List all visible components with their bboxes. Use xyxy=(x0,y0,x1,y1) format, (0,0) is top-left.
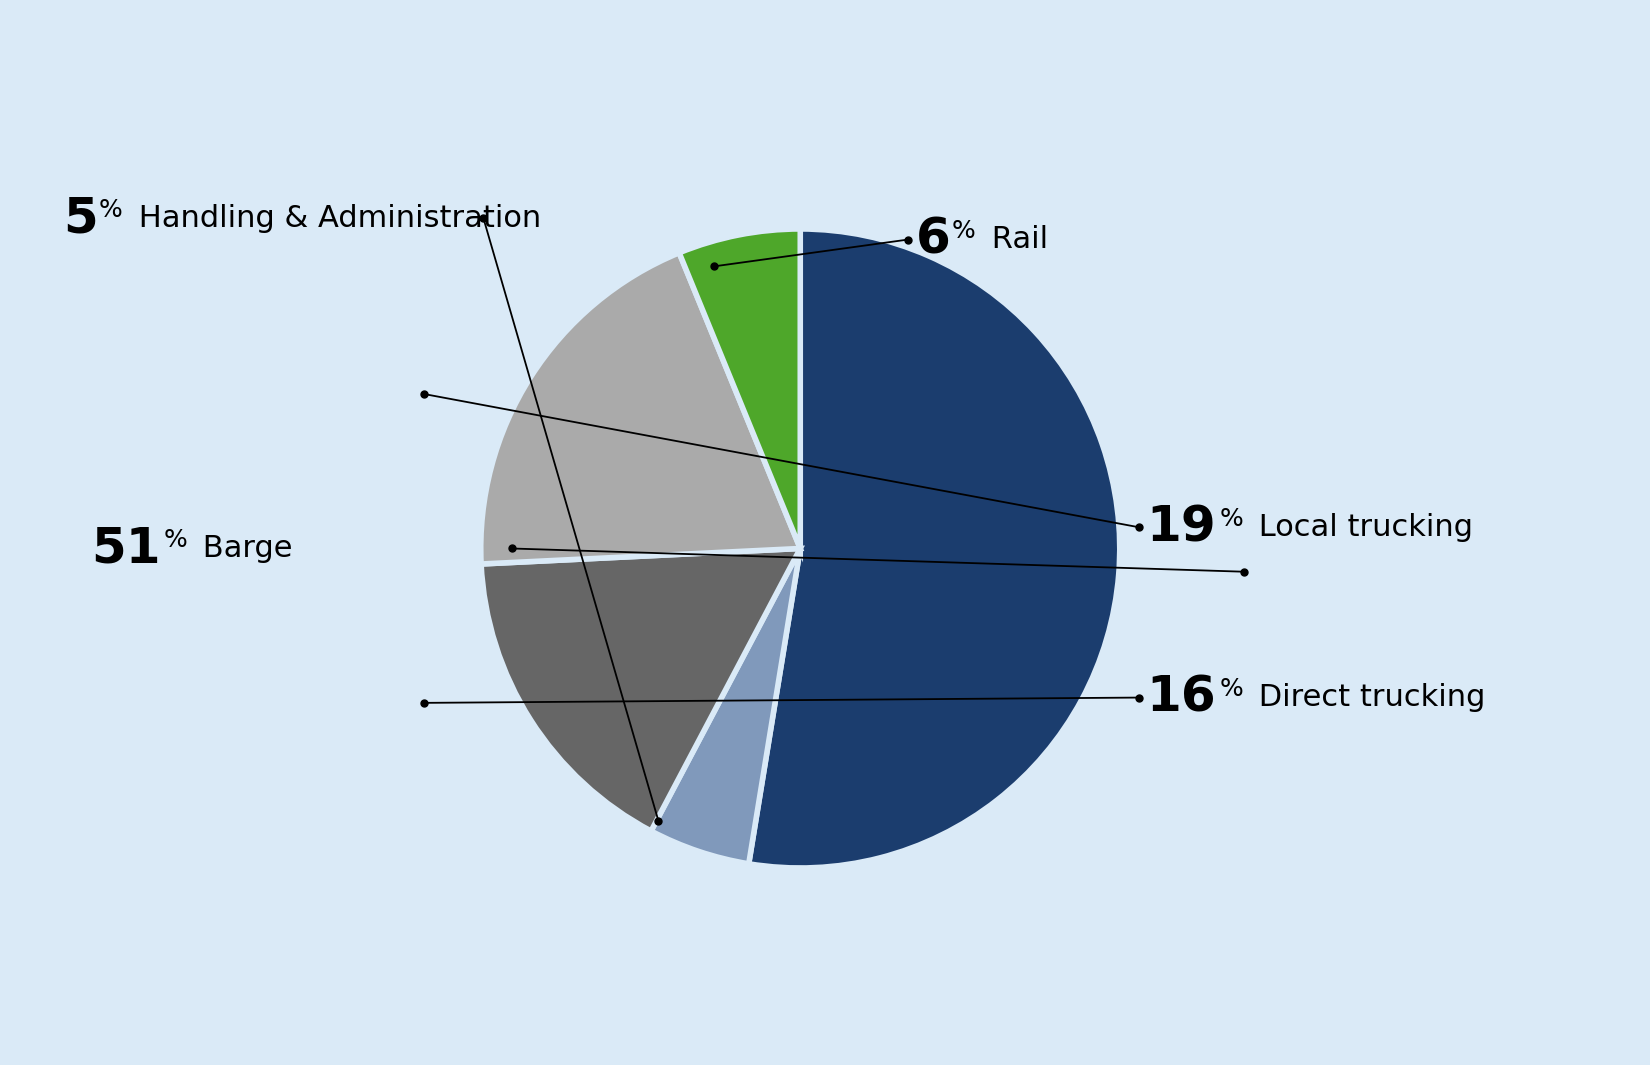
Text: 6: 6 xyxy=(916,215,950,264)
Text: Handling & Administration: Handling & Administration xyxy=(129,203,541,233)
Text: %: % xyxy=(99,198,122,222)
Text: Direct trucking: Direct trucking xyxy=(1249,683,1485,712)
Wedge shape xyxy=(680,229,800,548)
Text: %: % xyxy=(952,219,975,243)
Wedge shape xyxy=(482,548,800,831)
Text: 5: 5 xyxy=(63,194,97,243)
Text: Barge: Barge xyxy=(193,534,292,563)
Wedge shape xyxy=(480,252,800,564)
Text: Rail: Rail xyxy=(982,225,1048,255)
Text: %: % xyxy=(163,528,186,552)
Text: 19: 19 xyxy=(1147,503,1216,552)
Text: 51: 51 xyxy=(91,524,160,573)
Wedge shape xyxy=(652,548,800,864)
Text: Local trucking: Local trucking xyxy=(1249,512,1473,542)
Text: %: % xyxy=(1219,507,1242,530)
Wedge shape xyxy=(749,229,1120,868)
Text: %: % xyxy=(1219,677,1242,701)
Text: 16: 16 xyxy=(1147,673,1216,722)
